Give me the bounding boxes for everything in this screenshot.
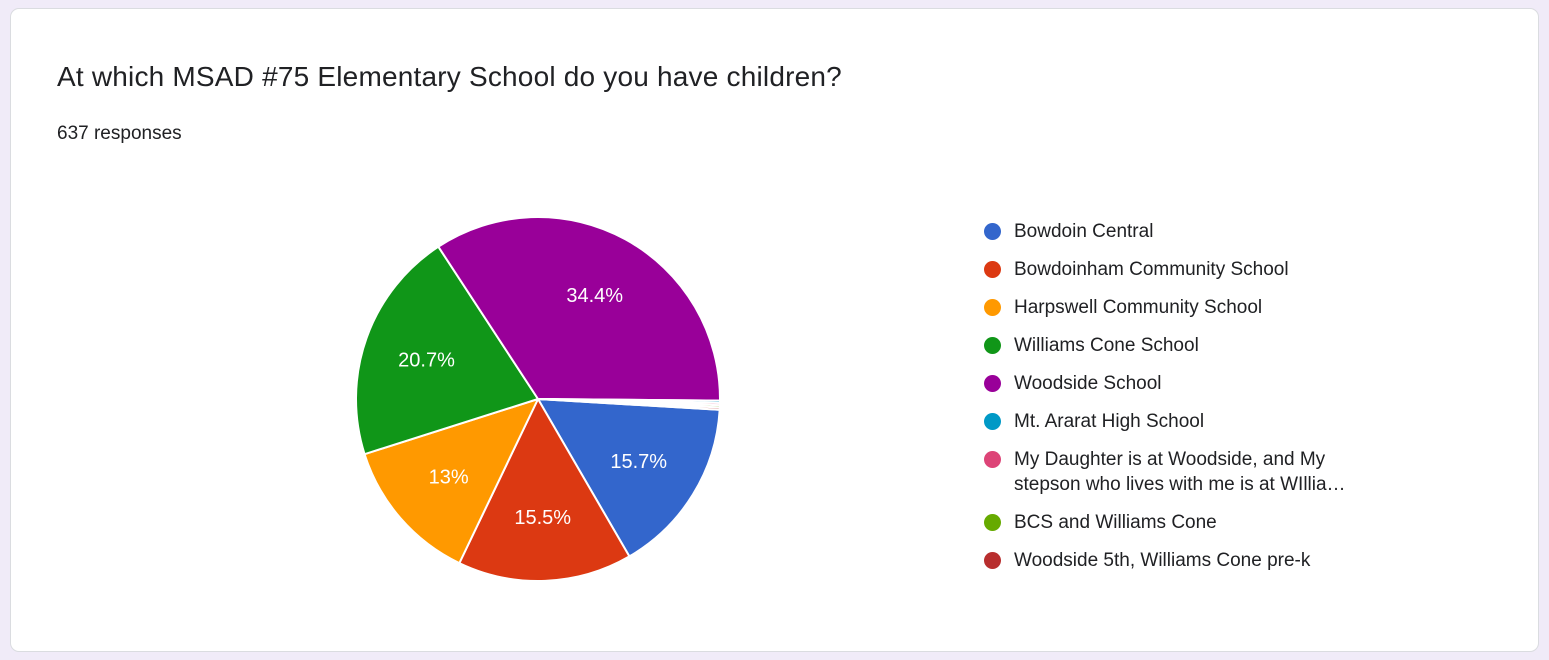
pie-slice-label: 15.7% bbox=[610, 451, 667, 473]
pie-slice-3 bbox=[355, 245, 540, 456]
legend-label: Mt. Ararat High School bbox=[1014, 411, 1205, 432]
legend-color-dot bbox=[984, 514, 1001, 531]
chart-legend: Bowdoin Central Bowdoinham Community Scho… bbox=[984, 219, 1384, 573]
legend-color-dot bbox=[984, 375, 1001, 392]
results-card: At which MSAD #75 Elementary School do y… bbox=[10, 8, 1539, 652]
legend-label: Bowdoinham Community School bbox=[1014, 259, 1289, 280]
pie-slice-4 bbox=[436, 216, 721, 402]
legend-item-2: Harpswell Community School bbox=[984, 295, 1384, 320]
pie-slice-0 bbox=[536, 397, 721, 558]
legend-color-dot bbox=[984, 552, 1001, 569]
legend-color-dot bbox=[984, 261, 1001, 278]
legend-label: My Daughter is at Woodside, and My steps… bbox=[1014, 449, 1346, 495]
legend-label: Bowdoin Central bbox=[1014, 221, 1154, 242]
pie-slice-label: 13% bbox=[429, 467, 469, 489]
legend-item-1: Bowdoinham Community School bbox=[984, 257, 1384, 282]
legend-label: Williams Cone School bbox=[1014, 335, 1199, 356]
legend-color-dot bbox=[984, 451, 1001, 468]
pie-chart: 15.7% 15.5% 13% 20.7% 34.4% bbox=[355, 216, 721, 582]
pie-slice-label: 20.7% bbox=[398, 349, 455, 371]
legend-item-6: My Daughter is at Woodside, and My steps… bbox=[984, 447, 1384, 497]
pie-slice-8 bbox=[537, 398, 721, 411]
legend-label: Woodside 5th, Williams Cone pre-k bbox=[1014, 550, 1311, 571]
pie-slice-label: 15.5% bbox=[514, 507, 571, 529]
legend-item-0: Bowdoin Central bbox=[984, 219, 1384, 244]
legend-label: Woodside School bbox=[1014, 373, 1162, 394]
pie-slice-1 bbox=[458, 396, 631, 582]
legend-item-8: Woodside 5th, Williams Cone pre-k bbox=[984, 548, 1384, 573]
legend-item-3: Williams Cone School bbox=[984, 333, 1384, 358]
pie-slice-2 bbox=[363, 397, 540, 565]
legend-color-dot bbox=[984, 413, 1001, 430]
pie-slice-label: 34.4% bbox=[566, 285, 623, 307]
legend-label: Harpswell Community School bbox=[1014, 297, 1263, 318]
legend-color-dot bbox=[984, 337, 1001, 354]
legend-item-5: Mt. Ararat High School bbox=[984, 409, 1384, 434]
question-title: At which MSAD #75 Elementary School do y… bbox=[57, 61, 842, 92]
legend-item-7: BCS and Williams Cone bbox=[984, 510, 1384, 535]
legend-item-4: Woodside School bbox=[984, 371, 1384, 396]
legend-color-dot bbox=[984, 299, 1001, 316]
legend-label: BCS and Williams Cone bbox=[1014, 512, 1217, 533]
response-count: 637 responses bbox=[57, 123, 182, 144]
legend-color-dot bbox=[984, 223, 1001, 240]
